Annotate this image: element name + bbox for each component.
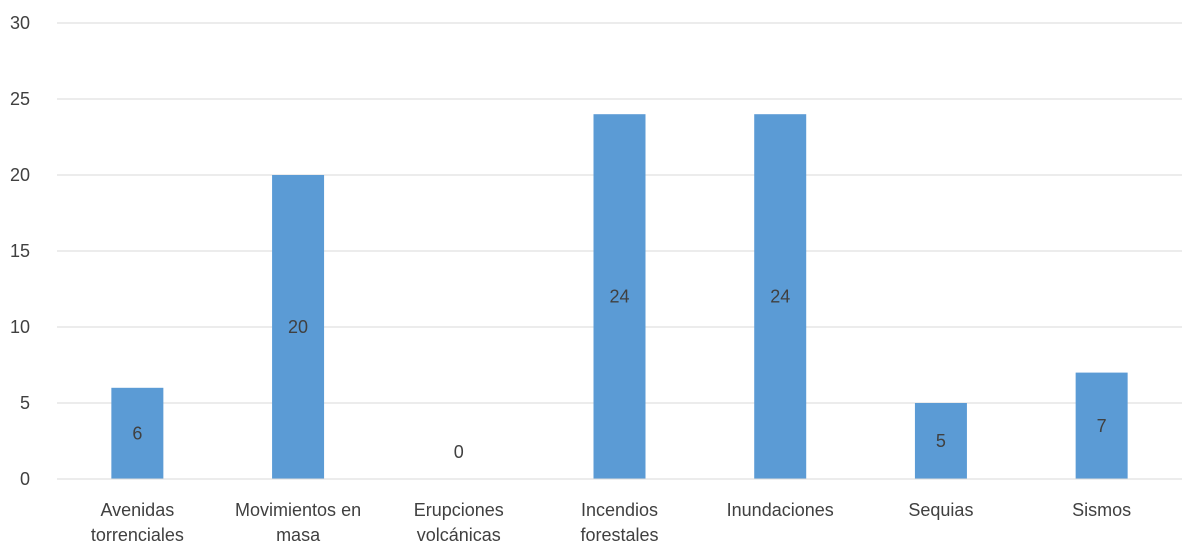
data-label: 24 (609, 287, 629, 307)
category-label: Avenidas torrenciales (91, 500, 184, 545)
data-labels: 6 20 0 24 24 5 7 (132, 287, 1106, 462)
bar (272, 175, 325, 479)
data-label: 6 (132, 423, 142, 443)
y-tick-label: 0 (20, 469, 30, 489)
category-label: Erupciones volcánicas (414, 500, 504, 545)
x-axis-category-labels: Avenidas torrenciales Movimientos en masa Er… (91, 500, 1131, 545)
category-label: Movimientos en masa (235, 500, 361, 545)
y-tick-label: 30 (10, 13, 30, 33)
bar (754, 114, 807, 479)
y-tick-label: 20 (10, 165, 30, 185)
data-label: 24 (770, 287, 790, 307)
y-tick-label: 15 (10, 241, 30, 261)
bar (593, 114, 646, 479)
category-label: Inundaciones (727, 500, 834, 520)
data-label: 20 (288, 317, 308, 337)
category-label: Sequias (908, 500, 973, 520)
y-tick-label: 5 (20, 393, 30, 413)
data-label: 5 (936, 431, 946, 451)
bar (914, 403, 967, 479)
category-label: Incendios forestales (580, 500, 658, 545)
y-tick-label: 25 (10, 89, 30, 109)
data-label: 0 (454, 442, 464, 462)
bar (111, 387, 164, 479)
data-label: 7 (1097, 416, 1107, 436)
bars (111, 114, 1128, 479)
y-axis-tick-labels: 0 5 10 15 20 25 30 (10, 13, 30, 489)
category-label: Sismos (1072, 500, 1131, 520)
y-tick-label: 10 (10, 317, 30, 337)
bar (1075, 372, 1128, 479)
